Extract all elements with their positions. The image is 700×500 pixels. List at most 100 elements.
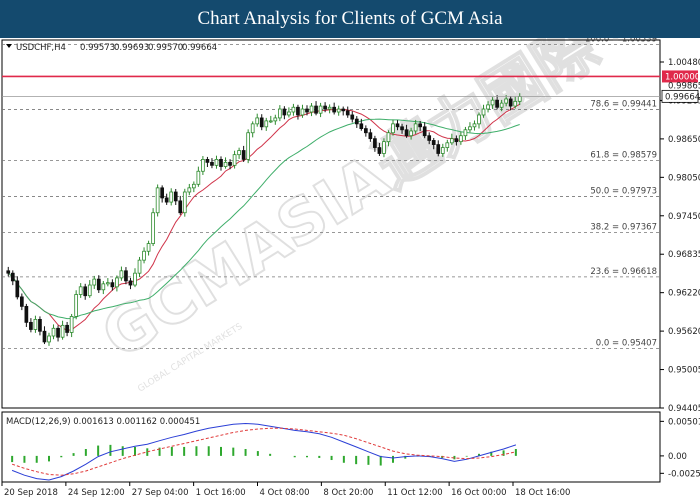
bearish-candle: [65, 324, 69, 333]
bearish-candle: [368, 132, 373, 140]
macd-axis: 0.005014 0.00 -0.00253: [660, 417, 700, 479]
bearish-candle: [10, 272, 15, 282]
ohlc-low: 0.99570: [148, 43, 183, 53]
resistance-price-label: 1.00000: [665, 72, 700, 82]
bearish-candle: [228, 161, 232, 166]
price-axis-label: 0.98050: [668, 173, 700, 183]
bearish-candle: [323, 105, 327, 110]
bearish-candle: [259, 117, 264, 128]
bullish-candle: [182, 191, 187, 214]
fibonacci-label: 100.0 = 1.00539: [585, 38, 657, 45]
bullish-candle: [386, 132, 391, 143]
bullish-candle: [309, 105, 314, 113]
chart-background: [0, 38, 700, 500]
fibonacci-label: 50.0 = 0.97973: [590, 187, 657, 197]
price-axis-label: 0.95620: [668, 327, 700, 337]
macd-axis-label: -0.00253: [668, 469, 700, 479]
bearish-candle: [377, 147, 382, 154]
bearish-candle: [427, 135, 432, 141]
bullish-candle: [490, 99, 495, 106]
resistance-price-tag: [662, 70, 698, 83]
bullish-candle: [255, 117, 260, 125]
bearish-candle: [124, 270, 128, 282]
bullish-candle: [33, 319, 38, 330]
current-price-tag: [661, 89, 699, 103]
bearish-candle: [495, 99, 499, 108]
ohlc-high: 0.99693: [114, 43, 149, 53]
macd-indicator: [11, 422, 517, 481]
time-axis-label: 11 Oct 12:00: [387, 488, 442, 498]
bearish-candle: [173, 191, 178, 202]
symbol-label: USDCHF,H4: [16, 43, 66, 53]
secondary-price-label: 0.99865: [668, 81, 700, 91]
bullish-candle: [69, 316, 74, 333]
bullish-candle: [486, 104, 490, 110]
bearish-candle: [282, 108, 287, 116]
time-axis-label: 1 Oct 16:00: [196, 488, 246, 498]
macd-axis-label: 0.00: [668, 452, 687, 462]
bearish-candle: [83, 286, 88, 297]
bearish-candle: [436, 144, 441, 154]
bearish-candle: [160, 187, 165, 199]
bearish-candle: [422, 126, 427, 137]
bearish-candle: [359, 123, 364, 129]
fibonacci-label: 23.6 = 0.96618: [590, 267, 657, 277]
bearish-candle: [205, 159, 210, 163]
bearish-candle: [219, 159, 223, 167]
price-axis-label: 0.96220: [668, 289, 700, 299]
bearish-candle: [56, 327, 60, 338]
bearish-candle: [418, 123, 423, 128]
bullish-candle: [133, 272, 137, 286]
time-axis-label: 20 Sep 2018: [4, 488, 58, 498]
current-price-label: 0.99664: [665, 92, 700, 102]
collapse-triangle-icon[interactable]: [6, 44, 12, 48]
fibonacci-label: 78.6 = 0.99441: [590, 100, 657, 110]
bullish-candle: [391, 123, 395, 134]
bullish-candle: [47, 335, 51, 343]
bearish-candle: [363, 128, 368, 134]
price-axis-label: 0.97450: [668, 212, 700, 222]
bearish-candle: [6, 270, 11, 274]
time-axis-label: 16 Oct 00:00: [451, 488, 506, 498]
bullish-candle: [318, 105, 323, 114]
macd-line: [11, 422, 517, 481]
bullish-candle: [327, 106, 332, 110]
bullish-candle: [246, 132, 251, 160]
bullish-candle: [78, 286, 83, 295]
bullish-candle: [74, 294, 79, 317]
bullish-candle: [92, 278, 97, 286]
bullish-candle: [146, 243, 151, 252]
bullish-candle: [300, 108, 305, 116]
bullish-candle: [187, 187, 192, 193]
bullish-candle: [151, 212, 155, 244]
candles: [6, 93, 522, 346]
bullish-candle: [517, 96, 522, 102]
bullish-candle: [336, 108, 341, 113]
bullish-candle: [409, 130, 413, 137]
bullish-candle: [477, 114, 481, 125]
bullish-candle: [137, 259, 142, 274]
bullish-candle: [440, 147, 445, 154]
bearish-candle: [96, 278, 101, 291]
macd-axis-label: 0.005014: [668, 417, 700, 427]
bullish-candle: [250, 123, 255, 134]
moving-average-fast: [7, 103, 520, 331]
bullish-candle: [459, 135, 463, 143]
price-axis-label: 0.96835: [668, 250, 700, 260]
bullish-candle: [101, 283, 106, 291]
bullish-candle: [413, 123, 418, 132]
macd-signal-line: [11, 427, 517, 476]
bullish-candle: [237, 150, 241, 156]
bullish-candle: [169, 191, 174, 203]
time-axis-label: 27 Sep 04:00: [132, 488, 189, 498]
bullish-candle: [382, 141, 386, 154]
time-axis-label: 8 Oct 20:00: [323, 488, 373, 498]
bearish-candle: [404, 129, 409, 137]
chart-area: GCMASIA邁力國際 GLOBAL CAPITAL MARKETS 100.0…: [0, 38, 700, 500]
bearish-candle: [354, 118, 359, 125]
bearish-candle: [164, 197, 169, 203]
bullish-candle: [191, 183, 196, 189]
time-axis-label: 24 Sep 12:00: [68, 488, 125, 498]
bullish-candle: [155, 187, 160, 214]
bullish-candle: [264, 120, 269, 128]
